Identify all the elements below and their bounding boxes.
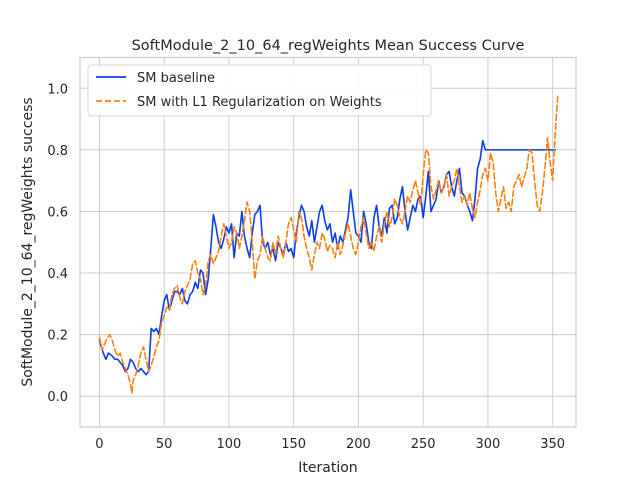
y-tick-label: 0.8	[47, 144, 68, 159]
x-tick-label: 150	[281, 437, 306, 452]
y-tick-label: 0.0	[47, 390, 68, 405]
legend-label-sm-l1-regularization: SM with L1 Regularization on Weights	[137, 95, 382, 110]
x-axis-ticks: 0 50 100 150 200 250 300 350	[95, 437, 565, 452]
x-tick-label: 350	[540, 437, 565, 452]
series-line-sm-l1-regularization	[98, 93, 559, 394]
legend-label-sm-baseline: SM baseline	[137, 71, 215, 86]
y-tick-label: 0.4	[47, 267, 68, 282]
plot-frame	[79, 56, 577, 428]
y-axis-label: SoftModule_2_10_64_regWeights success	[20, 97, 36, 386]
legend-box	[87, 64, 432, 117]
x-tick-label: 0	[95, 437, 103, 452]
series-line-sm-baseline	[98, 139, 557, 376]
y-tick-label: 0.6	[47, 205, 68, 220]
y-axis-ticks: 0.0 0.2 0.4 0.6 0.8 1.0	[47, 82, 68, 405]
legend: SM baseline SM with L1 Regularization on…	[87, 64, 432, 117]
x-tick-label: 300	[476, 437, 501, 452]
plot-area	[80, 57, 576, 427]
x-tick-label: 100	[217, 437, 242, 452]
x-tick-label: 200	[346, 437, 371, 452]
y-tick-label: 0.2	[47, 329, 68, 344]
chart-title: SoftModule_2_10_64_regWeights Mean Succe…	[132, 38, 525, 54]
x-tick-label: 50	[156, 437, 173, 452]
x-axis-label: Iteration	[298, 460, 357, 476]
y-tick-label: 1.0	[47, 82, 68, 97]
x-tick-label: 250	[411, 437, 436, 452]
series-group	[98, 93, 559, 394]
